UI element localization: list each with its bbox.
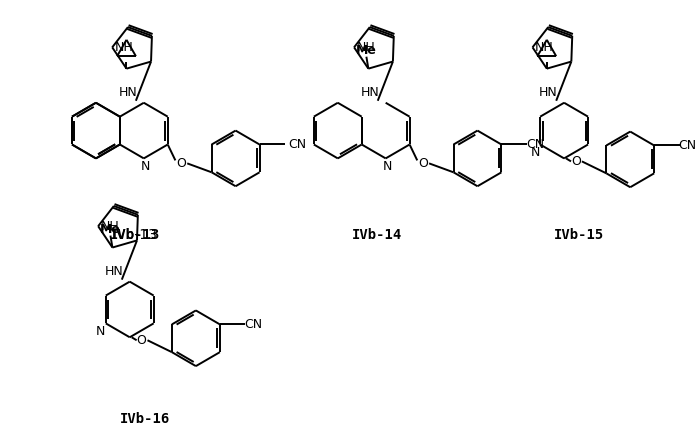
Text: O: O [571, 155, 581, 168]
Text: NH: NH [535, 41, 554, 54]
Text: HN: HN [105, 265, 123, 278]
Text: IVb-16: IVb-16 [120, 412, 170, 426]
Text: N: N [531, 146, 540, 159]
Text: IVb-15: IVb-15 [554, 228, 604, 242]
Text: N: N [383, 160, 392, 173]
Text: HN: HN [119, 87, 138, 99]
Text: CN: CN [288, 138, 306, 151]
Text: O: O [136, 334, 147, 347]
Text: O: O [418, 157, 428, 170]
Text: IVb-13: IVb-13 [110, 228, 160, 242]
Text: Me: Me [356, 44, 377, 57]
Text: N: N [96, 325, 106, 338]
Text: HN: HN [361, 87, 380, 99]
Text: CN: CN [526, 138, 544, 151]
Text: CN: CN [245, 318, 262, 331]
Text: CN: CN [679, 139, 697, 152]
Text: IVb-13: IVb-13 [113, 228, 157, 242]
Text: NH: NH [356, 41, 375, 54]
Text: Me: Me [100, 223, 121, 236]
Text: NH: NH [115, 41, 134, 54]
Text: NH: NH [101, 220, 120, 233]
Text: O: O [176, 157, 186, 170]
Text: N: N [141, 160, 150, 173]
Text: HN: HN [539, 87, 558, 99]
Text: IVb-14: IVb-14 [352, 228, 402, 242]
